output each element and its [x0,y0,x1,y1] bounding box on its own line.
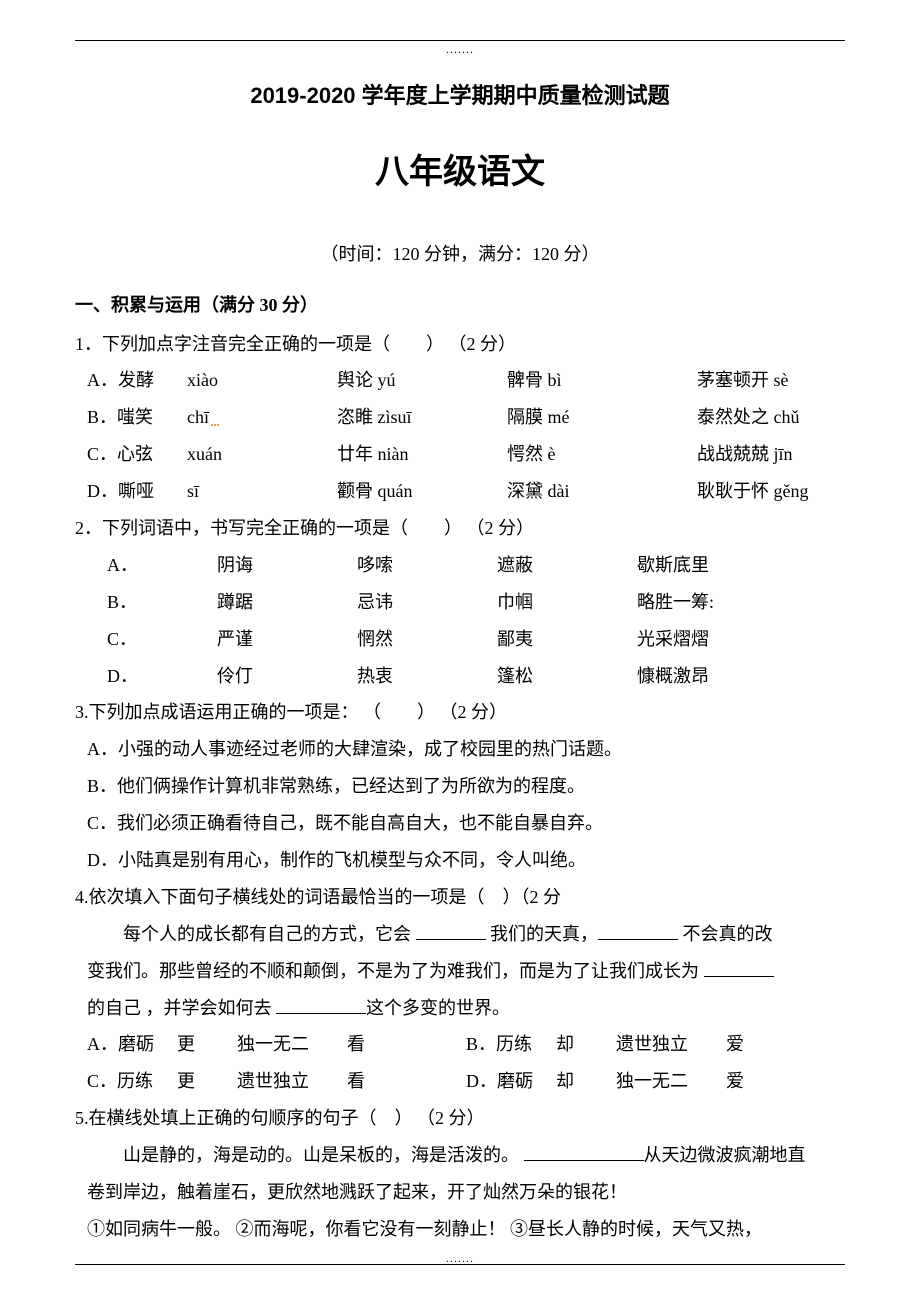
q3-opt-d: D．小陆真是别有用心，制作的飞机模型与众不同，令人叫绝。 [75,842,845,879]
q2d-c3: 篷松 [497,658,637,695]
q2c-c3: 鄙夷 [497,621,637,658]
q1a-c1: xiào [187,362,337,399]
q2b-label: B． [87,584,217,621]
q3-stem: 3.下列加点成语运用正确的一项是： （ ） （2 分） [75,694,845,731]
blank-fill [524,1147,644,1161]
q4-opt-c: C．历练更遗世独立看 [87,1063,466,1100]
q3-opt-b: B．他们俩操作计算机非常熟练，已经达到了为所欲为的程度。 [75,768,845,805]
q5-passage-line1: 山是静的，海是动的。山是呆板的，海是活泼的。 从天边微波疯潮地直 [75,1137,845,1174]
dotted-marker-icon [211,412,219,426]
q1b-label: B．嗤笑 [87,407,153,427]
q1a-label: A．发酵 [87,370,154,390]
content-area: 2019-2020 学年度上学期期中质量检测试题 八年级语文 （时间：120 分… [75,73,845,1248]
q2d-c1: 伶仃 [217,658,357,695]
q2-stem: 2．下列词语中，书写完全正确的一项是（ ） （2 分） [75,510,845,547]
blank-fill [598,925,678,939]
q4-options: A．磨砺更独一无二看 B．历练却遗世独立爱 C．历练更遗世独立看 D．磨砺却独一… [75,1026,845,1100]
q2a-c3: 遮蔽 [497,547,637,584]
q2a-c1: 阴诲 [217,547,357,584]
footer: ....... [75,1246,845,1271]
q4-p6: 这个多变的世界。 [366,998,510,1018]
q1a-c3: 髀骨 bì [507,362,697,399]
q1-stem: 1．下列加点字注音完全正确的一项是（ ） （2 分） [75,326,845,363]
footer-dots: ....... [75,1252,845,1264]
q4-passage-line3: 的自己 ，并学会如何去 这个多变的世界。 [75,990,845,1027]
q2a-label: A． [87,547,217,584]
q4-passage-line2: 变我们。那些曾经的不顺和颠倒，不是为了为难我们，而是为了让我们成长为 [75,953,845,990]
q1c-c4: 战战兢兢 jīn [697,436,793,473]
q1c-c1: xuán [187,436,337,473]
q2d-c2: 热衷 [357,658,497,695]
q1b-c4: 泰然处之 chǔ [697,399,800,436]
section-1-header: 一、积累与运用（满分 30 分） [75,287,845,324]
q1a-c2: 舆论 yú [337,362,507,399]
q1c-c3: 愕然 è [507,436,697,473]
q2-option-b: B． 蹲踞 忌讳 巾帼 略胜一筹: [75,584,845,621]
exam-title-line1: 2019-2020 学年度上学期期中质量检测试题 [75,73,845,118]
exam-meta: （时间：120 分钟，满分：120 分） [75,236,845,273]
q5-stem: 5.在横线处填上正确的句顺序的句子（ ） （2 分） [75,1100,845,1137]
q1-option-a: A．发酵 xiào 舆论 yú 髀骨 bì 茅塞顿开 sè [75,362,845,399]
q2b-c1: 蹲踞 [217,584,357,621]
q2d-c4: 慷概激昂 [637,658,777,695]
q4-opt-a: A．磨砺更独一无二看 [87,1026,466,1063]
hr-top [75,40,845,41]
q4-passage-line1: 每个人的成长都有自己的方式，它会 我们的天真， 不会真的改 [75,916,845,953]
q1b-c3: 隔膜 mé [507,399,697,436]
q2d-label: D． [87,658,217,695]
q1-option-c: C．心弦 xuán 廿年 niàn 愕然 è 战战兢兢 jīn [75,436,845,473]
q4-p3: 不会真的改 [683,924,773,944]
q3-opt-a: A．小强的动人事迹经过老师的大肆渲染，成了校园里的热门话题。 [75,731,845,768]
q1d-c1: sī [187,473,337,510]
q2c-c2: 惘然 [357,621,497,658]
q2c-label: C． [87,621,217,658]
q2a-c4: 歇斯底里 [637,547,777,584]
q4-stem: 4.依次填入下面句子横线处的词语最恰当的一项是（ ）（2 分 [75,879,845,916]
q2b-c3: 巾帼 [497,584,637,621]
blank-fill [416,925,486,939]
header-dots: ....... [75,43,845,55]
q4-p5: 的自己 ，并学会如何去 [87,998,276,1018]
q1c-c2: 廿年 niàn [337,436,507,473]
q5-p2: 从天边微波疯潮地直 [644,1145,806,1165]
blank-fill [704,962,774,976]
q5-sequence: ①如同病牛一般。 ②而海呢，你看它没有一刻静止！ ③昼长人静的时候，天气又热， [75,1211,845,1248]
q1a-c4: 茅塞顿开 sè [697,362,789,399]
q4-opt-d: D．磨砺却独一无二爱 [466,1063,845,1100]
q1-option-d: D．嘶哑 sī 颧骨 quán 深黛 dài 耿耿于怀 gěng [75,473,845,510]
q2a-c2: 哆嗦 [357,547,497,584]
q2b-c2: 忌讳 [357,584,497,621]
q1-option-b: B．嗤笑 chī 恣睢 zìsuī 隔膜 mé 泰然处之 chǔ [75,399,845,436]
q2-option-c: C． 严谨 惘然 鄙夷 光采熠熠 [75,621,845,658]
q2c-c4: 光采熠熠 [637,621,777,658]
blank-fill [276,999,366,1013]
q1d-c2: 颧骨 quán [337,473,507,510]
q5-passage-line2: 卷到岸边，触着崖石，更欣然地溅跃了起来，开了灿然万朵的银花！ [75,1174,845,1211]
q2b-c4: 略胜一筹: [637,584,777,621]
q1b-c2: 恣睢 zìsuī [337,399,507,436]
q4-p2: 我们的天真， [490,924,598,944]
q2c-c1: 严谨 [217,621,357,658]
q1d-c3: 深黛 dài [507,473,697,510]
q3-opt-c: C．我们必须正确看待自己，既不能自高自大，也不能自暴自弃。 [75,805,845,842]
q2-option-a: A． 阴诲 哆嗦 遮蔽 歇斯底里 [75,547,845,584]
q1b-c1: chī [187,407,209,427]
q4-p4: 变我们。那些曾经的不顺和颠倒，不是为了为难我们，而是为了让我们成长为 [87,961,704,981]
q2-option-d: D． 伶仃 热衷 篷松 慷概激昂 [75,658,845,695]
q1c-label: C．心弦 [87,444,153,464]
q4-p1: 每个人的成长都有自己的方式，它会 [123,924,416,944]
q1d-c4: 耿耿于怀 gěng [697,473,809,510]
q1d-label: D．嘶哑 [87,481,154,501]
exam-title-line2: 八年级语文 [75,138,845,208]
q4-opt-b: B．历练却遗世独立爱 [466,1026,845,1063]
q5-p1: 山是静的，海是动的。山是呆板的，海是活泼的。 [123,1145,524,1165]
